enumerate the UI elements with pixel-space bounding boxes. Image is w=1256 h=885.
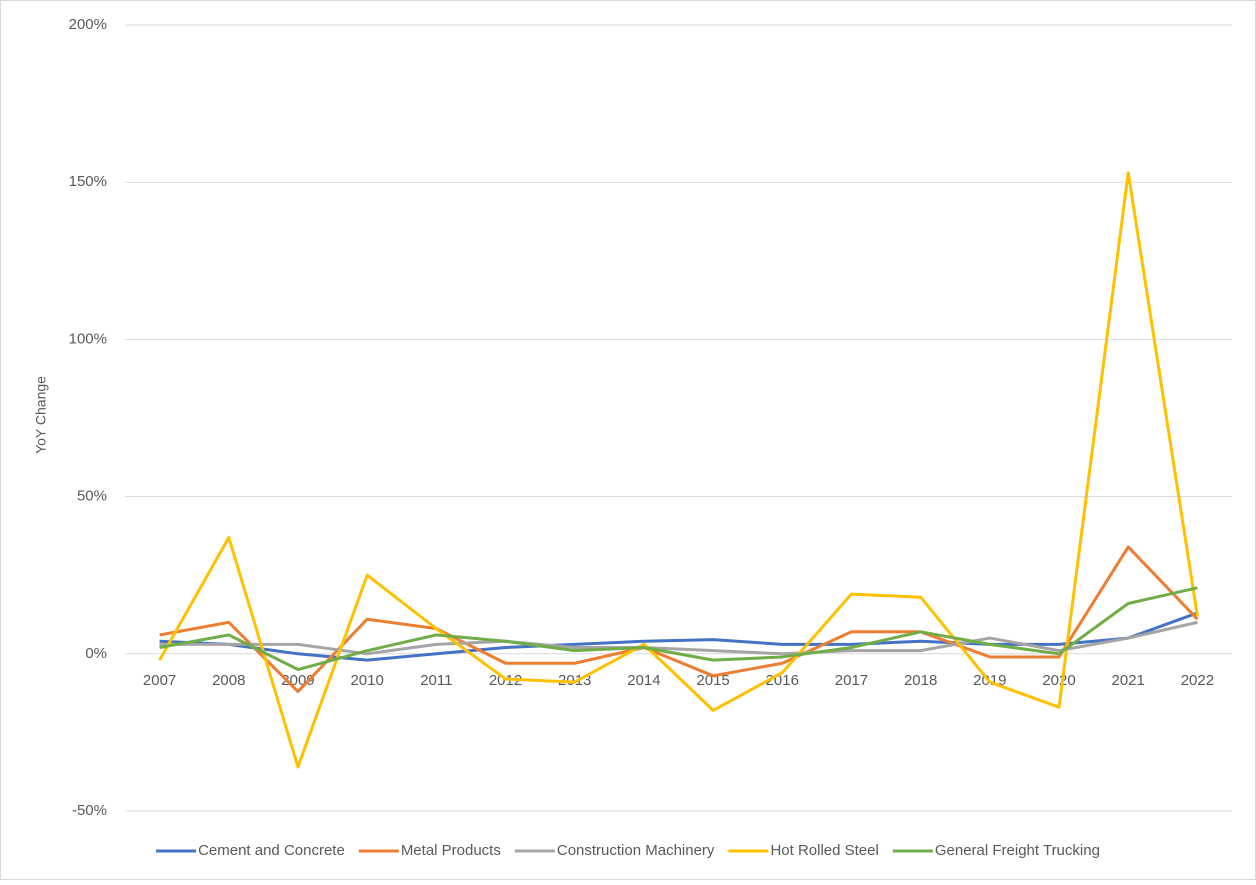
x-tick-label: 2020 <box>1042 672 1075 689</box>
y-tick-label: -50% <box>72 802 107 819</box>
y-axis-title: YoY Change <box>33 376 49 454</box>
x-tick-label: 2022 <box>1181 672 1214 689</box>
x-tick-label: 2021 <box>1112 672 1145 689</box>
x-tick-label: 2018 <box>904 672 937 689</box>
series-line <box>159 586 1198 672</box>
x-tick-label: 2007 <box>143 672 176 689</box>
y-tick-label: 150% <box>69 173 107 190</box>
y-tick-label: 50% <box>77 488 107 505</box>
x-tick-label: 2014 <box>627 672 660 689</box>
y-tick-label: 200% <box>69 16 107 33</box>
series-line <box>159 545 1199 694</box>
legend-label: Hot Rolled Steel <box>770 842 878 859</box>
x-tick-label: 2008 <box>212 672 245 689</box>
series-line <box>159 620 1198 656</box>
legend-label: Cement and Concrete <box>198 842 345 859</box>
y-tick-label: 0% <box>85 645 107 662</box>
legend: Cement and Concrete Metal Products Constru… <box>156 842 1100 859</box>
x-tick-label: 2011 <box>420 672 452 689</box>
legend-label: Metal Products <box>401 842 501 859</box>
x-tick-label: 2017 <box>835 672 868 689</box>
x-tick-label: 2010 <box>350 672 383 689</box>
x-tick-label: 2015 <box>696 672 729 689</box>
legend-label: General Freight Trucking <box>935 842 1100 859</box>
legend-label: Construction Machinery <box>557 842 715 859</box>
series-line <box>158 171 1199 769</box>
y-tick-label: 100% <box>69 330 107 347</box>
